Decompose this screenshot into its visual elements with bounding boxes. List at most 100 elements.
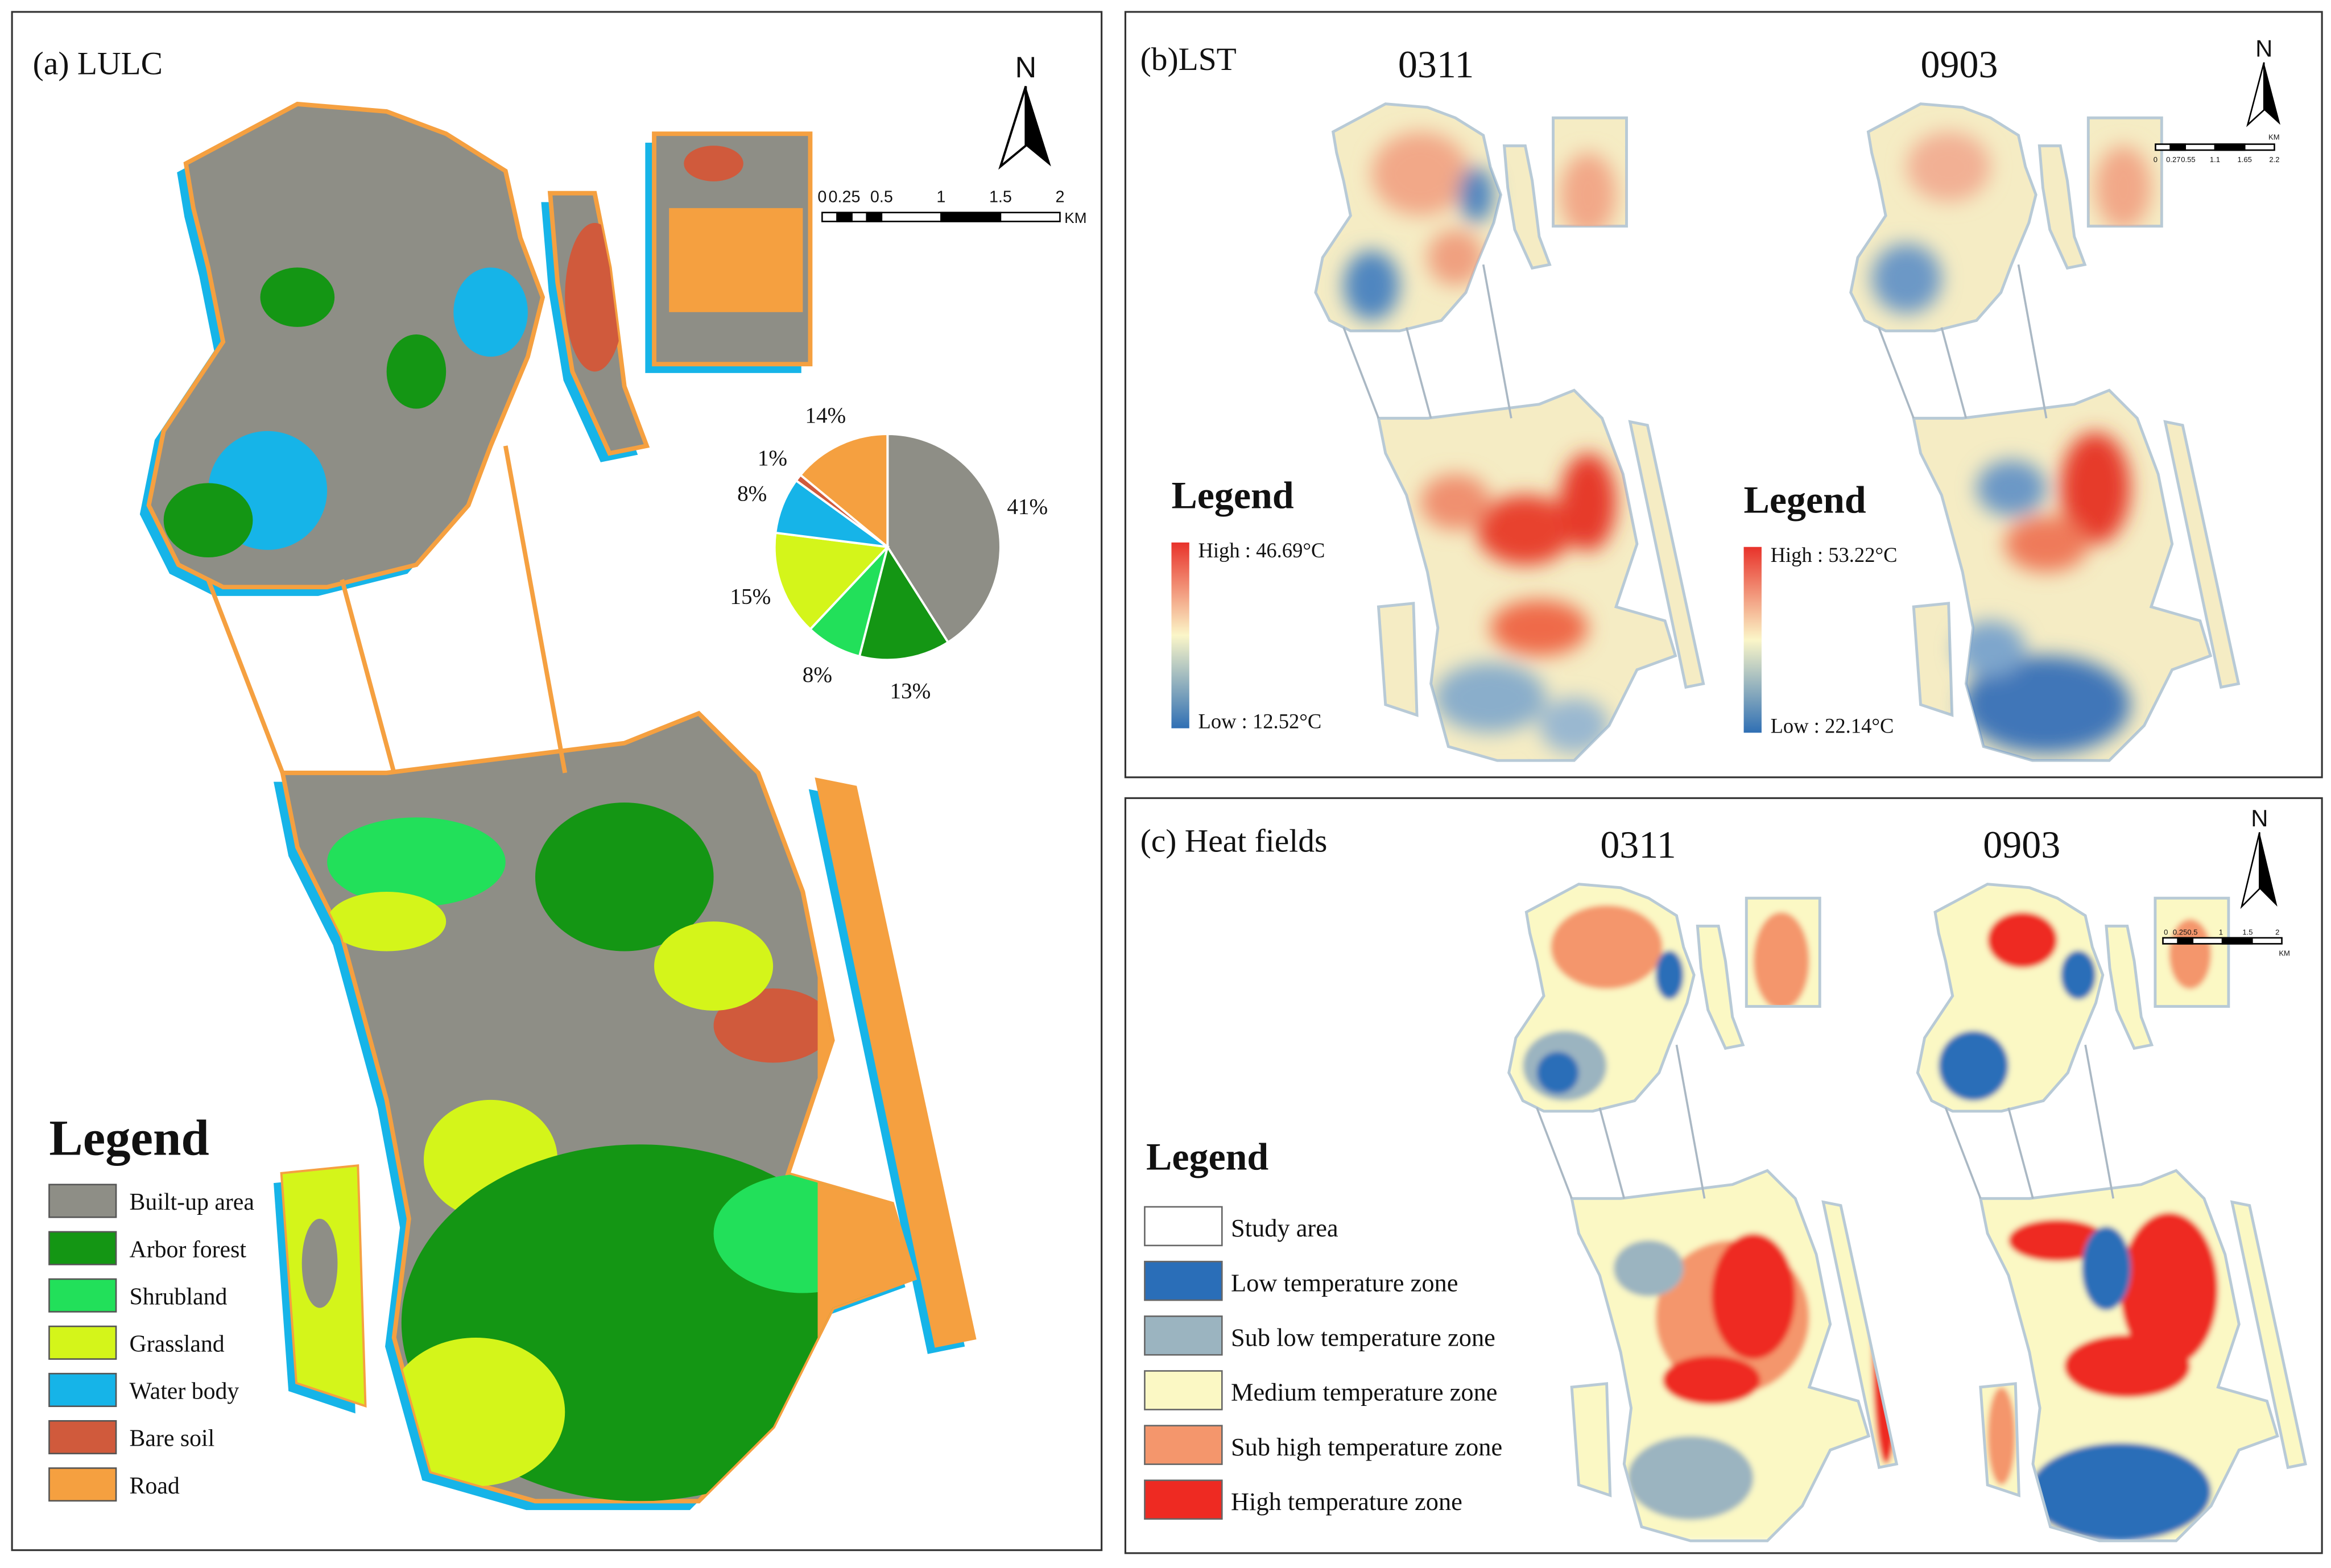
map-shape (327, 891, 447, 951)
legend-swatch (48, 1467, 117, 1502)
legend-title: Legend (1146, 1135, 1268, 1178)
legend-title: Legend (49, 1111, 209, 1166)
pie-slice (799, 433, 889, 549)
legend-swatch (1144, 1206, 1223, 1247)
legend-swatch (48, 1231, 117, 1265)
legend-low: Low : 12.52°C (1198, 710, 1321, 733)
scale-label: 2 (1055, 188, 1064, 206)
map-shape (2169, 143, 2187, 151)
map-date: 0311 (1398, 43, 1474, 86)
scale-unit: KM (1064, 209, 1086, 226)
lst-color-bar (1743, 547, 1762, 733)
map-shape (669, 208, 803, 312)
scale-label: 2 (2275, 928, 2279, 937)
map-date: 0311 (1600, 823, 1676, 866)
pie-slice (858, 544, 950, 661)
legend-swatch (48, 1372, 117, 1407)
map-shape (654, 921, 774, 1011)
legend-swatch (48, 1325, 117, 1360)
north-label: N (1015, 51, 1036, 84)
scale-label: 0.25 (829, 188, 861, 206)
legend-label: High temperature zone (1231, 1487, 1462, 1516)
scale-bar (821, 143, 2283, 945)
legend-label: Arbor forest (130, 1236, 247, 1263)
map-shape (2214, 143, 2246, 151)
map-shape (260, 267, 335, 327)
legend-title: Legend (1171, 474, 1293, 517)
pie-label: 1% (758, 446, 787, 470)
scale-label: 1.5 (989, 188, 1012, 206)
legend-label: Study area (1231, 1214, 1338, 1242)
legend-label: Water body (130, 1379, 239, 1405)
map-shape (301, 1218, 338, 1308)
legend-swatch (48, 1420, 117, 1455)
scale-label: 0 (2154, 155, 2158, 164)
north-label: N (2251, 805, 2268, 831)
map-shape (386, 334, 447, 409)
map-shape (1026, 86, 1051, 167)
scale-unit: KM (2268, 133, 2280, 142)
legend-swatch (1144, 1260, 1223, 1301)
legend-label: Road (130, 1473, 180, 1499)
legend-label: Built-up area (130, 1189, 254, 1215)
scale-label: 1 (2219, 928, 2223, 937)
pie-label: 41% (1007, 494, 1048, 519)
legend-low: Low : 22.14°C (1771, 714, 1894, 737)
legend-title: Legend (1744, 478, 1866, 522)
legend-swatch (48, 1278, 117, 1313)
map-shape (535, 802, 714, 951)
legend-label: Bare soil (130, 1426, 215, 1452)
legend-label: Shrubland (130, 1284, 228, 1310)
legend-swatch (1144, 1425, 1223, 1465)
map-shape (940, 212, 1002, 222)
map-date: 0903 (1921, 43, 1998, 86)
map-shape (684, 146, 743, 181)
pie-label: 14% (805, 403, 846, 428)
map-shape (163, 483, 253, 557)
panel-title: (a) LULC (33, 46, 163, 82)
map-date: 0903 (1983, 823, 2060, 866)
legend-label: Sub high temperature zone (1231, 1433, 1502, 1461)
north-label: N (2255, 35, 2272, 61)
map-shape (2177, 937, 2194, 945)
map-shape (2264, 62, 2280, 125)
lst-color-bar (1171, 542, 1189, 729)
scale-label: 0.55 (2181, 155, 2195, 164)
scale-label: 0.27 (2166, 155, 2180, 164)
map-shape (2221, 937, 2253, 945)
legend-label: Medium temperature zone (1231, 1378, 1498, 1406)
scale-label: 1.1 (2210, 155, 2220, 164)
scale-label: 0 (817, 188, 826, 206)
map-shape (453, 267, 528, 357)
panel-title: (b)LST (1140, 42, 1237, 77)
scale-label: 0 (2164, 928, 2168, 937)
legend-label: Sub low temperature zone (1231, 1323, 1495, 1352)
legend-label: Grassland (130, 1331, 225, 1358)
pie-slice (773, 531, 890, 631)
legend-swatch (1144, 1315, 1223, 1356)
legend-high: High : 46.69°C (1198, 539, 1325, 562)
legend-swatch (1144, 1370, 1223, 1410)
panel-title: (c) Heat fields (1140, 823, 1328, 859)
legend-swatch (48, 1184, 117, 1218)
legend-label: Low temperature zone (1231, 1268, 1458, 1297)
scale-label: 0.250.5 (2173, 928, 2198, 937)
legend-swatch (1144, 1479, 1223, 1520)
scale-unit: KM (2279, 949, 2290, 957)
map-shape (713, 988, 833, 1063)
legend-high: High : 53.22°C (1771, 543, 1898, 566)
pie-label: 8% (737, 481, 767, 506)
pie-label: 8% (803, 663, 832, 687)
scale-label: 1.65 (2238, 155, 2252, 164)
map-shape (866, 212, 883, 222)
pie-label: 15% (730, 585, 771, 609)
scale-label: 2.2 (2269, 155, 2279, 164)
pie-label: 13% (890, 679, 931, 704)
scale-label: 1.5 (2242, 928, 2253, 937)
scale-label: 0.5 (870, 188, 893, 206)
scale-label: 1 (936, 188, 945, 206)
map-shape (836, 212, 853, 222)
map-shape (386, 1337, 565, 1487)
